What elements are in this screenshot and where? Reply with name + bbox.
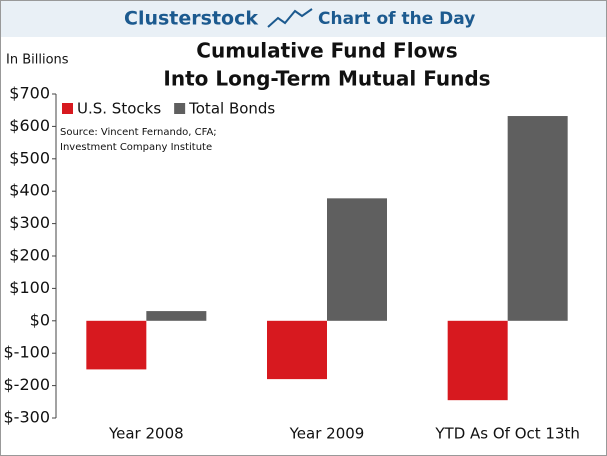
brand: Clusterstock bbox=[124, 8, 258, 30]
y-tick-label: $700 bbox=[9, 84, 50, 103]
chart-title: Cumulative Fund Flows bbox=[196, 39, 457, 63]
y-tick-label: $100 bbox=[9, 278, 50, 297]
logo bbox=[267, 8, 313, 28]
y-tick-label: $200 bbox=[9, 246, 50, 265]
bar bbox=[86, 320, 147, 370]
x-tick-label: Year 2009 bbox=[289, 425, 365, 443]
y-tick-label: $-300 bbox=[4, 408, 51, 427]
bar bbox=[327, 198, 387, 321]
y-tick-label: $300 bbox=[9, 213, 50, 232]
y-tick-label: $500 bbox=[9, 148, 50, 167]
header-band bbox=[1, 1, 606, 37]
bar bbox=[146, 311, 207, 321]
x-tick-label: Year 2008 bbox=[108, 425, 184, 443]
legend-swatch bbox=[62, 103, 73, 114]
legend-label: U.S. Stocks bbox=[77, 100, 161, 118]
y-tick-label: $-200 bbox=[4, 375, 51, 394]
y-axis-label: In Billions bbox=[6, 53, 69, 68]
bar bbox=[447, 320, 508, 401]
y-tick-label: $400 bbox=[9, 181, 50, 200]
bar bbox=[267, 320, 327, 380]
legend-swatch bbox=[174, 103, 186, 114]
x-tick-label: YTD As Of Oct 13th bbox=[434, 425, 580, 443]
y-tick-label: $-100 bbox=[4, 343, 51, 362]
bar bbox=[507, 116, 568, 321]
chart-title: Into Long-Term Mutual Funds bbox=[163, 67, 490, 91]
tagline: Chart of the Day bbox=[318, 9, 475, 29]
y-tick-label: $0 bbox=[30, 310, 50, 329]
y-tick-label: $600 bbox=[9, 116, 50, 135]
source: Source: Vincent Fernando, CFA; bbox=[60, 127, 217, 138]
source: Investment Company Institute bbox=[60, 142, 212, 153]
legend-label: Total Bonds bbox=[188, 100, 275, 118]
